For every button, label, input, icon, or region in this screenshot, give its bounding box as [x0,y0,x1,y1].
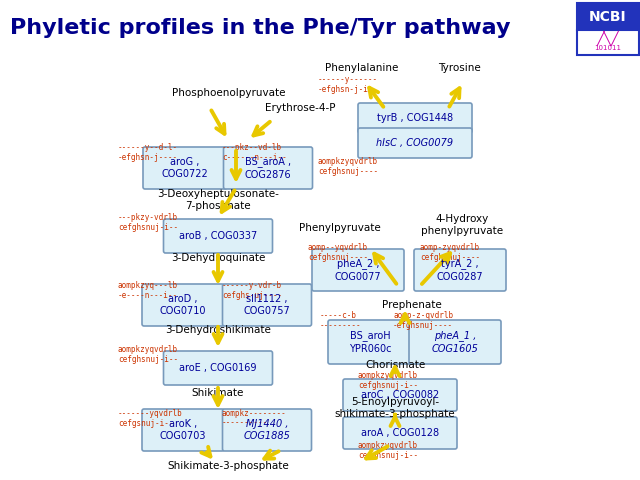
FancyBboxPatch shape [358,103,472,133]
Text: MJ1440 ,
COG1885: MJ1440 , COG1885 [244,419,291,441]
Text: Prephenate: Prephenate [382,300,442,310]
Text: aroD ,
COG0710: aroD , COG0710 [160,294,206,316]
Text: cefghsnuj----: cefghsnuj---- [420,253,480,263]
Text: -e----n---i--: -e----n---i-- [118,291,178,300]
Text: BS_aroH
YPR060c: BS_aroH YPR060c [349,330,391,354]
Text: ---pkzy-vdrlb: ---pkzy-vdrlb [118,214,178,223]
Text: c------n---i--: c------n---i-- [222,154,287,163]
FancyBboxPatch shape [223,284,312,326]
FancyBboxPatch shape [358,128,472,158]
Text: ----------: ---------- [222,419,268,428]
Text: cefgsnuj-i--: cefgsnuj-i-- [118,419,173,428]
Text: Shikimate-3-phosphate: Shikimate-3-phosphate [167,461,289,471]
Text: aroK ,
COG0703: aroK , COG0703 [160,419,206,441]
Text: NCBI: NCBI [589,10,627,24]
Text: -efghsn-j-i--: -efghsn-j-i-- [318,85,378,95]
Text: ------y-vdr-b: ------y-vdr-b [222,281,282,290]
Text: Shikimate: Shikimate [192,388,244,398]
FancyBboxPatch shape [312,249,404,291]
Text: cefghsnuj-i--: cefghsnuj-i-- [358,382,418,391]
Text: 4-Hydroxy
phenylpyruvate: 4-Hydroxy phenylpyruvate [421,214,503,236]
FancyBboxPatch shape [223,409,312,451]
Text: cefghsnuj----: cefghsnuj---- [318,168,378,177]
Text: ------y--d-l-: ------y--d-l- [118,144,178,153]
Text: 101011: 101011 [595,45,621,51]
FancyBboxPatch shape [328,320,412,364]
Text: aroC , COG0082: aroC , COG0082 [361,390,439,400]
Text: Phenylalanine: Phenylalanine [325,63,399,73]
Text: aompkzyqvdrlb: aompkzyqvdrlb [358,442,418,451]
Text: 3-Deoxyheptulosonate-
7-phosphate: 3-Deoxyheptulosonate- 7-phosphate [157,189,279,211]
FancyBboxPatch shape [223,147,312,189]
Text: pheA_1 ,
COG1605: pheA_1 , COG1605 [431,330,479,354]
Text: Tyrosine: Tyrosine [438,63,481,73]
Text: 3-Dehydroshikimate: 3-Dehydroshikimate [165,325,271,335]
Text: cefghsnuj-i--: cefghsnuj-i-- [118,356,178,364]
Text: cefghsnuj-i--: cefghsnuj-i-- [118,224,178,232]
Text: ---pkz--vd-lb: ---pkz--vd-lb [222,144,282,153]
Text: hIsC , COG0079: hIsC , COG0079 [376,138,454,148]
Text: aomp--yqvdrlb: aomp--yqvdrlb [308,243,368,252]
Text: -efghsn-j----: -efghsn-j---- [118,154,178,163]
FancyBboxPatch shape [163,351,273,385]
Text: aompkzyqvdrlb: aompkzyqvdrlb [118,346,178,355]
Text: -----c-b: -----c-b [320,312,357,321]
Text: Phenylpyruvate: Phenylpyruvate [299,223,381,233]
Text: cefghsnuj-i--: cefghsnuj-i-- [358,452,418,460]
Text: aompkzyqvdrlb: aompkzyqvdrlb [318,157,378,167]
Text: aomp-z-qvdrlb: aomp-z-qvdrlb [393,312,453,321]
Text: ---------: --------- [320,322,362,331]
FancyBboxPatch shape [142,284,224,326]
Text: aroG ,
COG0722: aroG , COG0722 [162,157,209,179]
Text: aroA , COG0128: aroA , COG0128 [361,428,439,438]
Text: aompkzyq---lb: aompkzyq---lb [118,281,178,290]
Text: aompkz--------: aompkz-------- [222,408,287,418]
Text: sll1112 ,
COG0757: sll1112 , COG0757 [244,294,291,316]
Text: tyrB , COG1448: tyrB , COG1448 [377,113,453,123]
Text: aomp-zyqvdrlb: aomp-zyqvdrlb [420,243,480,252]
Text: 3-Dehydroquinate: 3-Dehydroquinate [171,253,265,263]
FancyBboxPatch shape [343,379,457,411]
Text: pheA_2 ,
COG0077: pheA_2 , COG0077 [335,258,381,282]
FancyBboxPatch shape [409,320,501,364]
Text: Phosphoenolpyruvate: Phosphoenolpyruvate [172,88,285,98]
FancyBboxPatch shape [343,417,457,449]
Text: tyrA_2 ,
COG0287: tyrA_2 , COG0287 [436,258,483,282]
Text: 5-Enoylpyruvoyl-
shikimate-3-phosphate: 5-Enoylpyruvoyl- shikimate-3-phosphate [335,397,455,419]
Text: cefghsnuj----: cefghsnuj---- [308,253,368,263]
FancyBboxPatch shape [577,30,639,55]
Text: cefghs-uj----: cefghs-uj---- [222,291,282,300]
FancyBboxPatch shape [142,409,224,451]
FancyBboxPatch shape [143,147,227,189]
FancyBboxPatch shape [163,219,273,253]
Text: -efghsnuj----: -efghsnuj---- [393,322,453,331]
Text: aompkzyqvdrlb: aompkzyqvdrlb [358,372,418,381]
Text: aroE , COG0169: aroE , COG0169 [179,363,257,373]
FancyBboxPatch shape [414,249,506,291]
Text: BS_aroA ,
COG2876: BS_aroA , COG2876 [244,156,291,180]
Text: Phyletic profiles in the Phe/Tyr pathway: Phyletic profiles in the Phe/Tyr pathway [10,18,511,38]
Text: ------y------: ------y------ [318,75,378,84]
Text: -------yqvdrlb: -------yqvdrlb [118,408,183,418]
Text: Erythrose-4-P: Erythrose-4-P [265,103,335,113]
Text: ╱╲╱: ╱╲╱ [596,31,620,47]
Text: Chorismate: Chorismate [365,360,425,370]
FancyBboxPatch shape [577,3,639,30]
Text: aroB , COG0337: aroB , COG0337 [179,231,257,241]
